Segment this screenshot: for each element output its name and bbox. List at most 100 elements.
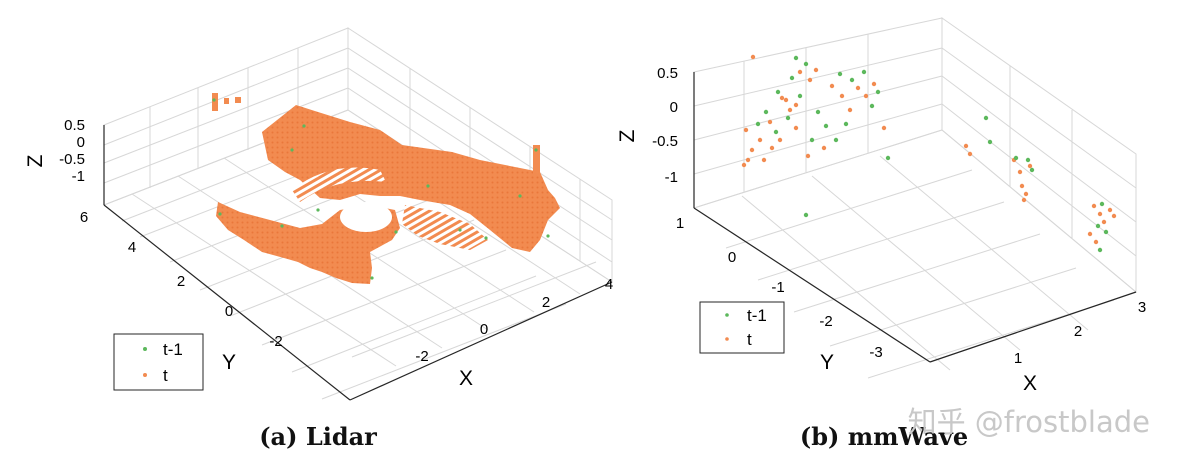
mmwave-point-t-1-10: [849, 77, 855, 83]
lidar-z-ticks: 0.5 0 -0.5 -1: [59, 117, 85, 185]
mmwave-point-t-1-22: [987, 139, 993, 145]
mmwave-point-t-1-21: [983, 115, 989, 121]
mmwave-legend-marker-t: [725, 337, 729, 341]
mmwave-point-t-21: [855, 85, 861, 91]
lidar-point-t-1-3: [316, 208, 320, 212]
mmwave-yt-m2: -2: [819, 313, 832, 330]
mmwave-point-t-1-26: [1099, 201, 1105, 207]
mmwave-point-t-20: [847, 107, 853, 113]
lidar-y-ticks: 6 4 2 0 -2: [80, 209, 283, 350]
mmwave-point-t-1-4: [785, 115, 791, 121]
lidar-cloud-post-2: [224, 98, 229, 104]
mmwave-point-t-8: [767, 119, 773, 125]
mmwave-point-t-33: [1021, 197, 1027, 203]
mmwave-zt-4: -1: [665, 169, 678, 186]
mmwave-y-ticks: 1 0 -1 -2 -3: [676, 215, 883, 361]
lidar-point-t-1-10: [212, 98, 216, 102]
lidar-yt-6: 6: [80, 209, 88, 226]
mmwave-point-t-1-6: [815, 109, 821, 115]
lidar-series-t-1: [212, 98, 550, 280]
mmwave-point-t-1-2: [789, 75, 795, 81]
lidar-xt-0: 0: [480, 321, 488, 338]
mmwave-point-t-1-25: [1029, 167, 1035, 173]
mmwave-yt-m3: -3: [869, 344, 882, 361]
lidar-zt-2: 0: [77, 134, 85, 151]
mmwave-point-t-13: [741, 162, 747, 168]
mmwave-point-t-23: [871, 81, 877, 87]
mmwave-axis-lines: [693, 72, 1137, 363]
lidar-point-t-1-9: [280, 224, 284, 228]
mmwave-legend-label-t-1: t-1: [747, 306, 767, 325]
lidar-xt-4: 4: [605, 276, 613, 293]
lidar-yt-4: 4: [128, 239, 136, 256]
lidar-yt-m2: -2: [269, 333, 282, 350]
lidar-chart: 0.5 0 -0.5 -1 6 4 2 0 -2 -2 0 2 4 Z Y X …: [24, 27, 613, 451]
mmwave-point-t-1-14: [843, 121, 849, 127]
mmwave-point-t-38: [1107, 207, 1113, 213]
lidar-cloud-upper: [262, 105, 560, 252]
mmwave-point-t-9: [757, 137, 763, 143]
lidar-legend-label-t-1: t-1: [163, 340, 183, 359]
mmwave-point-t-15: [769, 145, 775, 151]
mmwave-point-t-36: [1097, 211, 1103, 217]
mmwave-point-t-17: [793, 125, 799, 131]
lidar-x-label: X: [459, 367, 473, 390]
lidar-cloud-arc: [292, 167, 386, 202]
mmwave-point-t-1-16: [755, 121, 761, 127]
mmwave-point-t-41: [1111, 213, 1117, 219]
mmwave-point-t-1-9: [837, 71, 843, 77]
mmwave-point-t-2: [787, 107, 793, 113]
lidar-cloud-ring: [402, 205, 488, 250]
mmwave-point-t-35: [1091, 203, 1097, 209]
lidar-cloud-hole: [340, 202, 392, 232]
lidar-z-label: Z: [24, 154, 47, 167]
mmwave-point-t-34: [1027, 163, 1033, 169]
mmwave-point-t-3: [793, 102, 799, 108]
lidar-yt-2: 2: [177, 273, 185, 290]
lidar-point-t-1-11: [534, 148, 538, 152]
lidar-zt-3: -0.5: [59, 151, 85, 168]
mmwave-point-t-1-24: [1025, 157, 1031, 163]
mmwave-point-t-1-20: [803, 212, 809, 218]
lidar-legend-marker-t-1: [143, 347, 147, 351]
mmwave-point-t-12: [743, 127, 749, 133]
lidar-zt-1: 0.5: [64, 117, 85, 134]
mmwave-z-label: Z: [616, 129, 639, 142]
mmwave-point-t-39: [1087, 231, 1093, 237]
mmwave-series-t-1: [755, 55, 1109, 253]
lidar-legend: t-1 t: [113, 333, 204, 391]
mmwave-zt-3: -0.5: [652, 133, 678, 150]
lidar-point-t-1-13: [484, 236, 488, 240]
mmwave-point-t-10: [749, 147, 755, 153]
lidar-series-t: [212, 93, 560, 284]
mmwave-yt-m1: -1: [771, 279, 784, 296]
mmwave-xt-1: 1: [1014, 350, 1022, 367]
mmwave-point-t-1: [783, 97, 789, 103]
lidar-point-t-1-4: [426, 184, 430, 188]
mmwave-point-t-0: [750, 54, 756, 60]
mmwave-point-t-26: [881, 125, 887, 131]
mmwave-point-t-1-15: [833, 137, 839, 143]
lidar-xt-2: 2: [542, 294, 550, 311]
lidar-cloud-post-4: [533, 145, 540, 175]
watermark: 知乎 @frostblade: [908, 405, 1150, 439]
mmwave-legend-marker-t-1: [725, 313, 729, 317]
mmwave-yt-1: 1: [676, 215, 684, 232]
lidar-point-t-1-6: [518, 194, 522, 198]
lidar-point-t-1-12: [394, 230, 398, 234]
mmwave-xt-2: 2: [1074, 323, 1082, 340]
mmwave-x-ticks: 1 2 3: [1014, 299, 1146, 367]
mmwave-point-t-1-1: [803, 61, 809, 67]
mmwave-point-t-1-7: [823, 123, 829, 129]
mmwave-point-t-6: [807, 77, 813, 83]
mmwave-point-t-14: [761, 157, 767, 163]
mmwave-point-t-32: [1023, 191, 1029, 197]
lidar-xt-m2: -2: [415, 348, 428, 365]
mmwave-point-t-37: [1101, 219, 1107, 225]
lidar-point-t-1-7: [546, 234, 550, 238]
mmwave-point-t-19: [839, 93, 845, 99]
mmwave-legend: t-1 t: [699, 301, 785, 354]
mmwave-point-t-27: [963, 143, 969, 149]
lidar-cloud-post-1: [212, 93, 218, 111]
